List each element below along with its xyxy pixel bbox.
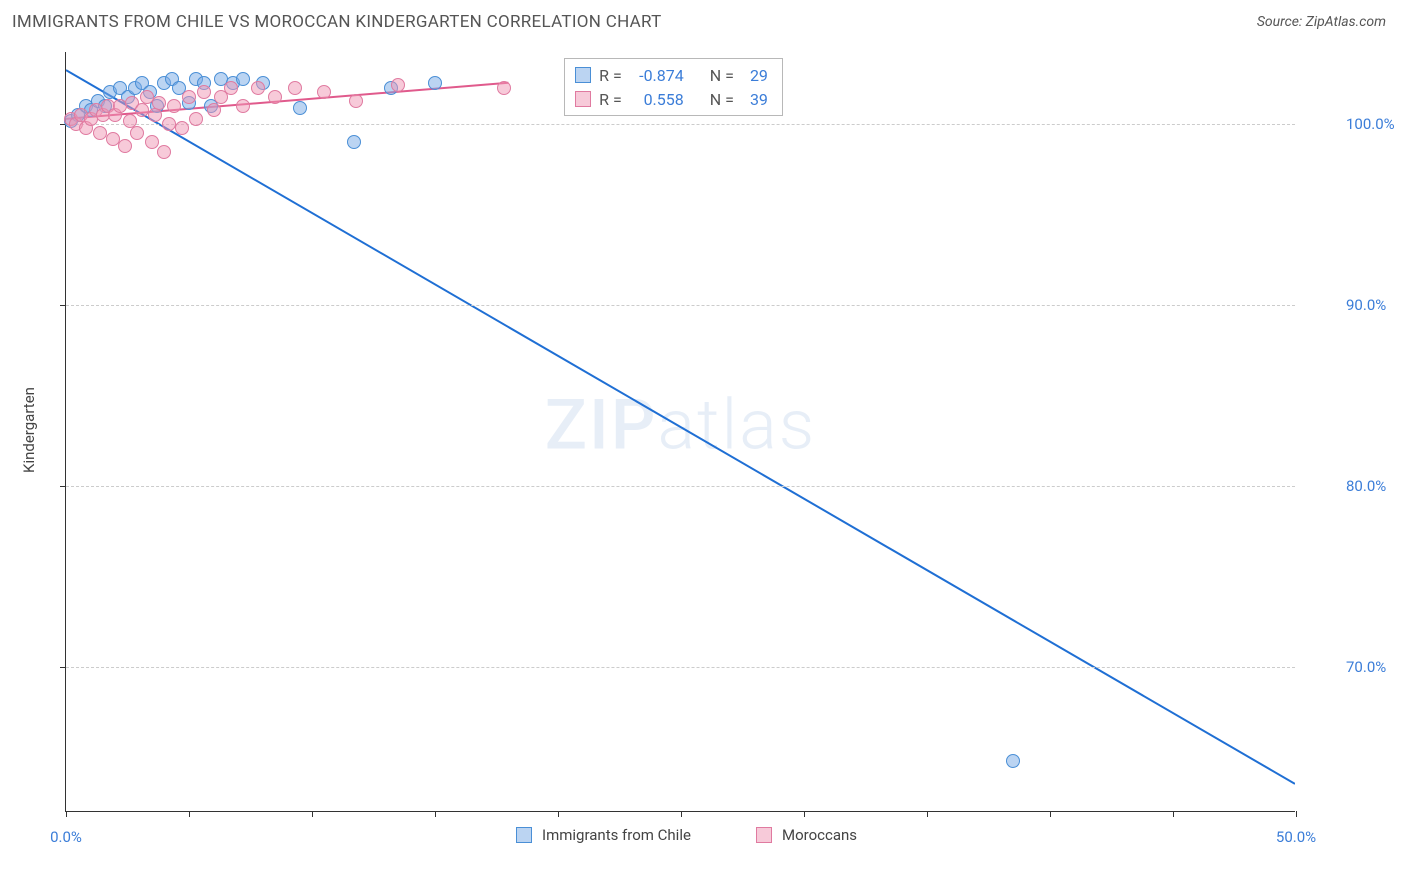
x-tick-label: 0.0% [50, 828, 82, 846]
data-point [182, 90, 196, 104]
plot-area: ZIPatlas 70.0%80.0%90.0%100.0%0.0%50.0%R… [65, 52, 1295, 812]
legend-item: Moroccans [756, 826, 857, 844]
chart-header: IMMIGRANTS FROM CHILE VS MOROCCAN KINDER… [0, 0, 1406, 44]
data-point [251, 81, 265, 95]
data-point [157, 145, 171, 159]
data-point [175, 121, 189, 135]
stats-box: R = -0.874 N = 29 R = 0.558 N = 39 [564, 58, 783, 116]
x-tick [558, 811, 559, 817]
x-tick [1296, 811, 1297, 817]
data-point [236, 99, 250, 113]
data-point [268, 90, 282, 104]
y-tick-label: 70.0% [1346, 658, 1386, 676]
x-tick [312, 811, 313, 817]
x-tick-label: 50.0% [1276, 828, 1316, 846]
n-value: 29 [742, 66, 768, 85]
n-label: N = [710, 90, 734, 109]
source-label: Source: ZipAtlas.com [1257, 14, 1386, 30]
trend-lines-svg [66, 52, 1295, 811]
y-tick [60, 667, 66, 668]
x-tick [681, 811, 682, 817]
n-value: 39 [742, 90, 768, 109]
data-point [167, 99, 181, 113]
n-label: N = [710, 66, 734, 85]
stats-row: R = 0.558 N = 39 [575, 87, 768, 111]
legend-swatch [756, 827, 772, 843]
x-tick [804, 811, 805, 817]
y-tick [60, 486, 66, 487]
data-point [347, 135, 361, 149]
data-point [1006, 754, 1020, 768]
legend-swatch [575, 67, 591, 83]
legend-item: Immigrants from Chile [516, 826, 691, 844]
gridline-h [66, 305, 1295, 306]
data-point [207, 103, 221, 117]
data-point [224, 81, 238, 95]
legend-swatch [575, 91, 591, 107]
x-tick [66, 811, 67, 817]
legend-label: Moroccans [782, 826, 857, 844]
data-point [189, 112, 203, 126]
data-point [145, 135, 159, 149]
y-tick-label: 100.0% [1346, 115, 1395, 133]
data-point [236, 72, 250, 86]
data-point [293, 101, 307, 115]
data-point [148, 108, 162, 122]
data-point [130, 126, 144, 140]
legend-label: Immigrants from Chile [542, 826, 691, 844]
stats-row: R = -0.874 N = 29 [575, 63, 768, 87]
x-tick [1050, 811, 1051, 817]
gridline-h [66, 124, 1295, 125]
data-point [497, 81, 511, 95]
watermark: ZIPatlas [545, 384, 817, 466]
data-point [317, 85, 331, 99]
x-tick [435, 811, 436, 817]
legend-swatch [516, 827, 532, 843]
data-point [428, 76, 442, 90]
gridline-h [66, 667, 1295, 668]
x-tick [1173, 811, 1174, 817]
x-tick [927, 811, 928, 817]
r-label: R = [599, 66, 622, 85]
r-value: -0.874 [630, 66, 684, 85]
y-tick-label: 80.0% [1346, 477, 1386, 495]
x-tick [189, 811, 190, 817]
y-axis-title: Kindergarten [20, 387, 38, 473]
chart-title: IMMIGRANTS FROM CHILE VS MOROCCAN KINDER… [12, 12, 662, 32]
gridline-h [66, 486, 1295, 487]
r-label: R = [599, 90, 622, 109]
y-tick-label: 90.0% [1346, 296, 1386, 314]
data-point [391, 78, 405, 92]
data-point [152, 96, 166, 110]
data-point [118, 139, 132, 153]
data-point [197, 85, 211, 99]
trend-line [66, 70, 1295, 784]
data-point [349, 94, 363, 108]
r-value: 0.558 [630, 90, 684, 109]
y-tick [60, 305, 66, 306]
data-point [288, 81, 302, 95]
